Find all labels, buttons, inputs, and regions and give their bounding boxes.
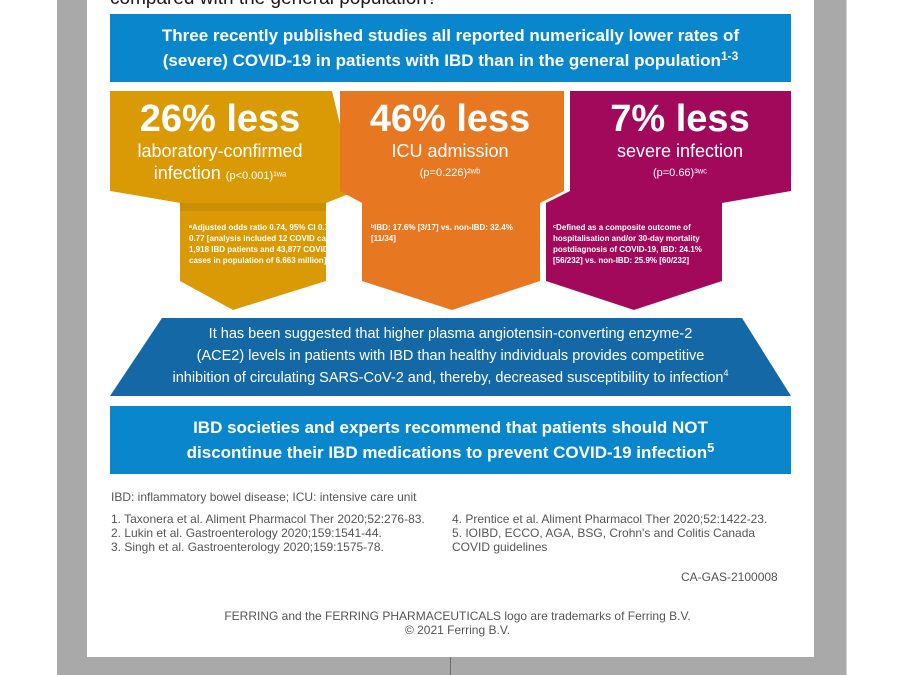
trademark-line-1: FERRING and the FERRING PHARMACEUTICALS … bbox=[224, 609, 691, 623]
stat-1-footnote: ᵃAdjusted odds ratio 0.74, 95% CI 0.70, … bbox=[189, 223, 349, 265]
stat-2-text: 46% less ICU admission (p=0.226)²ʷᵇ bbox=[340, 98, 560, 180]
references-right: 4. Prentice et al. Aliment Pharmacol The… bbox=[452, 512, 767, 554]
question-heading: compared with the general population? bbox=[110, 0, 790, 10]
document-code: CA-GAS-2100008 bbox=[681, 570, 778, 584]
stat-3-pvalue: (p=0.66)³ʷᶜ bbox=[652, 167, 708, 179]
stat-1-pvalue: (p<0.001)¹ʷᵃ bbox=[225, 170, 287, 182]
studies-banner-line2: (severe) COVID-19 in patients with IBD t… bbox=[162, 51, 721, 70]
copyright-line: © 2021 Ferring B.V. bbox=[404, 623, 511, 637]
ace2-hypothesis-text: It has been suggested that higher plasma… bbox=[110, 323, 791, 389]
stat-3-footnote: ᶜDefined as a composite outcome of hospi… bbox=[553, 223, 702, 265]
stat-arrow-severe bbox=[546, 91, 791, 310]
ace2-line-1: It has been suggested that higher plasma… bbox=[208, 326, 693, 342]
stat-3-value: 7% less bbox=[610, 98, 750, 140]
stat-2-pvalue: (p=0.226)²ʷᵇ bbox=[419, 167, 481, 179]
stat-2-footnote: ᵇIBD: 17.6% [3/17] vs. non-IBD: 32.4% [1… bbox=[371, 223, 513, 243]
reference-3: 3. Singh et al. Gastroenterology 2020;15… bbox=[111, 540, 384, 554]
stat-arrow-lab-confirmed bbox=[110, 91, 356, 310]
ace2-hypothesis-panel bbox=[110, 318, 791, 396]
stat-2-label-1: ICU admission bbox=[391, 141, 509, 161]
ace2-line-3-wrap: inhibition of circulating SARS-CoV-2 and… bbox=[110, 367, 791, 389]
abbreviations: IBD: inflammatory bowel disease; ICU: in… bbox=[111, 490, 417, 504]
reference-5: 5. IOIBD, ECCO, AGA, BSG, Crohn's and Co… bbox=[452, 526, 756, 540]
reference-4: 4. Prentice et al. Aliment Pharmacol The… bbox=[452, 512, 768, 526]
ace2-line-2: (ACE2) levels in patients with IBD than … bbox=[196, 348, 705, 364]
viewer-margin-left bbox=[0, 0, 57, 675]
stat-3-label-1: severe infection bbox=[616, 141, 744, 161]
stat-3-text: 7% less severe infection (p=0.66)³ʷᶜ bbox=[570, 98, 790, 180]
stat-arrow-icu bbox=[340, 91, 564, 310]
stat-1-label-2-wrap: infection (p<0.001)¹ʷᵃ bbox=[110, 162, 330, 184]
viewer-margin-right bbox=[846, 0, 900, 675]
reference-1: 1. Taxonera et al. Aliment Pharmacol The… bbox=[111, 512, 425, 526]
ace2-line-3: inhibition of circulating SARS-CoV-2 and… bbox=[172, 370, 724, 386]
studies-banner-sup: 1-3 bbox=[720, 49, 739, 63]
references-left: 1. Taxonera et al. Aliment Pharmacol The… bbox=[111, 512, 425, 554]
ace2-sup: 4 bbox=[723, 368, 729, 379]
reference-2: 2. Lukin et al. Gastroenterology 2020;15… bbox=[111, 526, 382, 540]
studies-banner-line1: Three recently published studies all rep… bbox=[161, 26, 740, 45]
recommendation-line-2-wrap: discontinue their IBD medications to pre… bbox=[110, 440, 791, 465]
stat-1-label-2: infection bbox=[153, 163, 221, 183]
recommendation-line-2: discontinue their IBD medications to pre… bbox=[186, 443, 708, 462]
stat-1-value: 26% less bbox=[139, 98, 301, 140]
trademark-notice: FERRING and the FERRING PHARMACEUTICALS … bbox=[110, 609, 805, 637]
reference-5-cont: COVID guidelines bbox=[452, 540, 548, 554]
stat-1-text: 26% less laboratory-confirmed infection … bbox=[110, 98, 330, 184]
studies-banner-line2-wrap: (severe) COVID-19 in patients with IBD t… bbox=[110, 48, 791, 73]
stat-2-value: 46% less bbox=[369, 98, 531, 140]
stat-1-label-1: laboratory-confirmed bbox=[137, 141, 303, 161]
page-divider bbox=[450, 657, 451, 675]
recommendation-sup: 5 bbox=[707, 440, 715, 455]
recommendation-line-1: IBD societies and experts recommend that… bbox=[193, 418, 708, 437]
studies-banner: Three recently published studies all rep… bbox=[110, 14, 791, 82]
recommendation-banner: IBD societies and experts recommend that… bbox=[110, 406, 791, 474]
